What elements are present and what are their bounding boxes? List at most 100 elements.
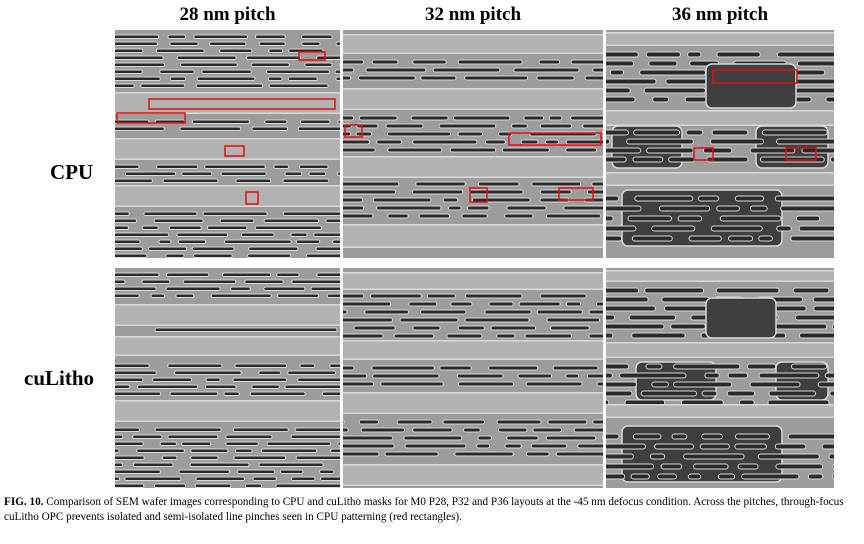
sem-line <box>337 119 340 124</box>
sem-line <box>550 325 590 331</box>
sem-line <box>652 96 670 103</box>
rail-band <box>343 224 603 248</box>
sem-line <box>606 129 629 136</box>
sem-line <box>330 448 340 453</box>
sem-line <box>115 253 148 258</box>
sem-line <box>301 41 321 46</box>
sem-line <box>832 473 834 480</box>
rail-band <box>606 270 834 282</box>
sem-culitho-28nm <box>115 268 340 488</box>
sem-line <box>775 463 824 470</box>
sem-line <box>195 476 246 481</box>
sem-line <box>761 129 828 136</box>
sem-line <box>588 309 603 315</box>
sem-line <box>321 391 340 396</box>
sem-line <box>249 391 306 396</box>
sem-line <box>265 69 330 74</box>
sem-line <box>570 59 603 65</box>
sem-line <box>201 69 252 74</box>
rail-band <box>606 32 834 46</box>
sem-line <box>204 384 237 389</box>
sem-line <box>591 181 603 187</box>
dark-region <box>611 125 683 169</box>
sem-line <box>539 189 572 195</box>
sem-line <box>343 139 370 145</box>
sem-line <box>115 239 141 244</box>
sem-line <box>685 129 704 136</box>
sem-line <box>190 448 229 453</box>
sem-line <box>524 333 573 339</box>
sem-line <box>370 293 422 299</box>
sem-line <box>167 434 219 439</box>
sem-line <box>496 333 516 339</box>
sem-line <box>290 476 316 481</box>
sem-line <box>297 377 340 382</box>
sem-line <box>584 75 603 81</box>
sem-line <box>291 279 340 284</box>
sem-line <box>687 51 702 58</box>
sem-line <box>609 69 625 76</box>
sem-line <box>313 232 340 237</box>
sem-line <box>582 123 603 129</box>
rail-edge <box>115 420 340 422</box>
sem-line <box>776 225 792 232</box>
sem-line <box>661 296 710 303</box>
sem-line <box>387 213 409 219</box>
sem-line <box>415 181 466 187</box>
sem-line <box>749 205 768 212</box>
sem-line <box>206 225 248 230</box>
sem-line <box>343 317 394 323</box>
sem-line <box>588 333 603 339</box>
sem-line <box>343 75 352 81</box>
sem-line <box>115 476 121 481</box>
sem-line <box>287 370 337 375</box>
row-label-cpu: CPU <box>50 160 94 184</box>
sem-line <box>372 373 440 379</box>
sem-line <box>115 448 120 453</box>
sem-line <box>236 469 276 474</box>
sem-line <box>547 419 588 425</box>
sem-line <box>601 435 603 441</box>
sem-line <box>319 469 335 474</box>
rail-edge <box>606 184 834 186</box>
sem-line <box>734 195 765 202</box>
rail-edge <box>115 92 340 94</box>
sem-line <box>457 325 485 331</box>
sem-line <box>634 195 694 202</box>
rail-edge <box>115 304 340 306</box>
sem-line <box>297 126 340 131</box>
sem-line <box>525 451 550 457</box>
sem-line <box>506 435 539 441</box>
sem-line <box>223 239 292 244</box>
sem-line <box>263 286 306 291</box>
figure-caption: FIG. 10. Comparison of SEM wafer images … <box>4 495 860 525</box>
sem-line <box>488 301 514 307</box>
sem-line <box>358 115 398 121</box>
defect-box <box>508 132 602 146</box>
sem-line <box>821 443 834 450</box>
sem-line <box>477 435 492 441</box>
sem-line <box>308 171 327 176</box>
sem-line <box>343 205 365 211</box>
sem-line <box>464 75 529 81</box>
sem-line <box>115 455 145 460</box>
sem-line <box>796 215 821 222</box>
sem-line <box>315 246 340 251</box>
sem-line <box>337 441 340 446</box>
column-title-32nm: 32 nm pitch <box>424 4 522 25</box>
sem-line <box>132 462 174 467</box>
sem-line <box>408 301 438 307</box>
sem-line <box>651 225 696 232</box>
caption-text: Comparison of SEM wafer images correspon… <box>4 496 844 523</box>
sem-line <box>626 138 694 145</box>
sem-line <box>606 215 614 222</box>
sem-line <box>577 443 603 449</box>
sem-line <box>155 48 205 53</box>
sem-line <box>774 443 807 450</box>
sem-line <box>673 381 733 388</box>
sem-line <box>275 483 340 488</box>
rail-edge <box>606 404 834 406</box>
sem-line <box>115 391 162 396</box>
sem-line <box>300 119 331 124</box>
dark-region <box>705 63 797 109</box>
